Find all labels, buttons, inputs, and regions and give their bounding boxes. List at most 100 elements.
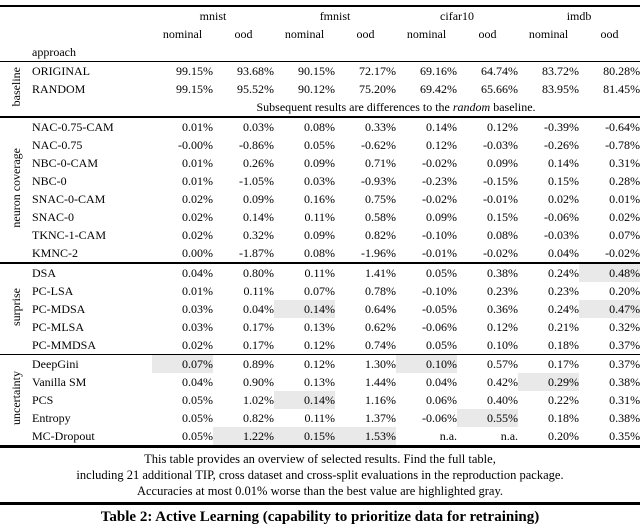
value-cell: 0.10% (487, 338, 519, 352)
value-cell: -1.87% (239, 246, 275, 260)
table-row: Vanilla SM 0.04% 0.90% 0.13% 1.44% 0.04% 0.42%… (0, 373, 640, 391)
value-cell: 0.14% (426, 120, 458, 134)
value-cell: -0.02% (422, 156, 458, 170)
value-cell: 0.64% (365, 302, 397, 316)
value-cell: 0.17% (243, 320, 275, 334)
dataset-header-row: mnist fmnist cifar10 imdb (0, 6, 640, 25)
value-cell: 1.16% (365, 393, 397, 407)
value-cell: 0.32% (243, 228, 275, 242)
value-cell: 0.35% (609, 429, 640, 443)
value-cell: -0.39% (544, 120, 580, 134)
value-cell: 0.58% (365, 210, 397, 224)
value-cell: 0.57% (487, 357, 519, 371)
value-cell: 0.38% (609, 411, 640, 425)
value-cell: 0.15% (274, 427, 336, 445)
table-caption: Table 2: Active Learning (capability to … (100, 509, 540, 525)
table-row: PCS 0.05% 1.02% 0.14% 1.16% 0.06% 0.40% 0.22% 0.… (0, 391, 640, 409)
approach-cell: PC-LSA (32, 284, 74, 298)
value-cell: 0.00% (182, 246, 213, 260)
approach-cell: KMNC-2 (32, 246, 79, 260)
value-cell: 69.16% (420, 64, 458, 78)
value-cell: 0.08% (304, 120, 336, 134)
value-cell: 64.74% (481, 64, 519, 78)
empty-cell (0, 6, 152, 25)
value-cell: 0.29% (518, 373, 580, 391)
value-cell: 0.17% (548, 357, 580, 371)
value-cell: 0.71% (365, 156, 397, 170)
value-cell: 0.09% (304, 228, 336, 242)
value-cell: -0.78% (605, 138, 640, 152)
value-cell: 99.15% (176, 82, 213, 96)
value-cell: 0.03% (182, 302, 213, 316)
value-cell: 0.03% (243, 120, 275, 134)
approach-cell: SNAC-0-CAM (32, 192, 106, 206)
col-group-mnist: mnist (199, 9, 227, 23)
col-imdb-nominal: nominal (528, 27, 569, 41)
value-cell: -0.86% (239, 138, 275, 152)
value-cell: 0.75% (365, 192, 397, 206)
value-cell: 0.03% (304, 174, 336, 188)
table-row: KMNC-2 0.00% -1.87% 0.08% -1.96% -0.01% -0.02%… (0, 244, 640, 263)
empty-cell (32, 98, 152, 117)
approach-cell: TKNC-1-CAM (32, 228, 106, 242)
approach-cell: PC-MDSA (32, 302, 86, 316)
value-cell: 0.11% (243, 284, 275, 298)
value-cell: 0.01% (182, 284, 213, 298)
footnote-line-3: Accuracies at most 0.01% worse than the … (136, 484, 504, 498)
approach-cell: PC-MLSA (32, 320, 85, 334)
table-row: NBC-0-CAM 0.01% 0.26% 0.09% 0.71% -0.02% 0.09%… (0, 154, 640, 172)
col-fmnist-ood: ood (356, 27, 375, 41)
table-row: NBC-0 0.01% -1.05% 0.03% -0.93% -0.23% -0.15% 0… (0, 172, 640, 190)
value-cell: -1.05% (239, 174, 275, 188)
value-cell: 0.02% (182, 338, 213, 352)
table-row: TKNC-1-CAM 0.02% 0.32% 0.09% 0.82% -0.10% 0.08… (0, 226, 640, 244)
table-row: neuron coverage NAC-0.75-CAM 0.01% 0.03% 0.0… (0, 117, 640, 227)
value-cell: 0.05% (182, 393, 213, 407)
footnote-line-1: This table provides an overview of selec… (144, 452, 496, 466)
value-cell: 0.01% (182, 120, 213, 134)
group-label-baseline: baseline (9, 66, 23, 107)
value-cell: 0.80% (243, 266, 275, 280)
approach-header-row: approach (0, 43, 640, 62)
value-cell: 1.22% (213, 427, 275, 445)
table-row: PC-MDSA 0.03% 0.04% 0.14% 0.64% -0.05% 0.36% 0.… (0, 300, 640, 318)
value-cell: 0.09% (426, 210, 458, 224)
value-cell: 0.05% (426, 266, 458, 280)
value-cell: 0.89% (243, 357, 275, 371)
value-cell: -0.64% (605, 120, 640, 134)
value-cell: -0.02% (605, 246, 640, 260)
col-cifar10-ood: ood (478, 27, 497, 41)
value-cell: 0.05% (182, 429, 213, 443)
value-cell: 0.12% (426, 138, 458, 152)
value-cell: 0.74% (365, 338, 397, 352)
value-cell: 0.05% (426, 338, 458, 352)
value-cell: 0.38% (609, 375, 640, 389)
value-cell: 83.95% (542, 82, 580, 96)
baseline-note: Subsequent results are differences to th… (152, 98, 640, 117)
value-cell: -0.06% (544, 210, 580, 224)
table-row: SNAC-0-CAM 0.02% 0.09% 0.16% 0.75% -0.02% -0.0… (0, 190, 640, 208)
value-cell: 0.04% (426, 375, 458, 389)
table-row: SNAC-0 0.02% 0.14% 0.11% 0.58% 0.09% 0.15% -0.0… (0, 208, 640, 226)
value-cell: 0.33% (365, 120, 397, 134)
approach-cell: PCS (32, 393, 54, 407)
value-cell: 1.41% (365, 266, 397, 280)
value-cell: -0.10% (422, 228, 458, 242)
value-cell: 0.09% (487, 156, 519, 170)
value-cell: 0.18% (548, 411, 580, 425)
empty-cell (0, 43, 32, 62)
approach-cell: MC-Dropout (32, 429, 95, 443)
col-cifar10-nominal: nominal (406, 27, 447, 41)
value-cell: -0.02% (483, 246, 519, 260)
table-row: uncertainty DeepGini 0.07% 0.89% 0.12% 1.30% 0… (0, 354, 640, 424)
value-cell: 0.12% (487, 320, 519, 334)
value-cell: 0.24% (548, 302, 580, 316)
col-group-fmnist: fmnist (319, 9, 351, 23)
table-bottom-rule (0, 445, 640, 448)
table-row: NAC-0.75 -0.00% -0.86% 0.05% -0.62% 0.12% -0.0… (0, 136, 640, 154)
approach-column-header: approach (32, 45, 76, 59)
value-cell: 83.72% (542, 64, 580, 78)
value-cell: 0.02% (548, 192, 580, 206)
row-group-neuron-coverage: neuron coverage (0, 117, 32, 263)
